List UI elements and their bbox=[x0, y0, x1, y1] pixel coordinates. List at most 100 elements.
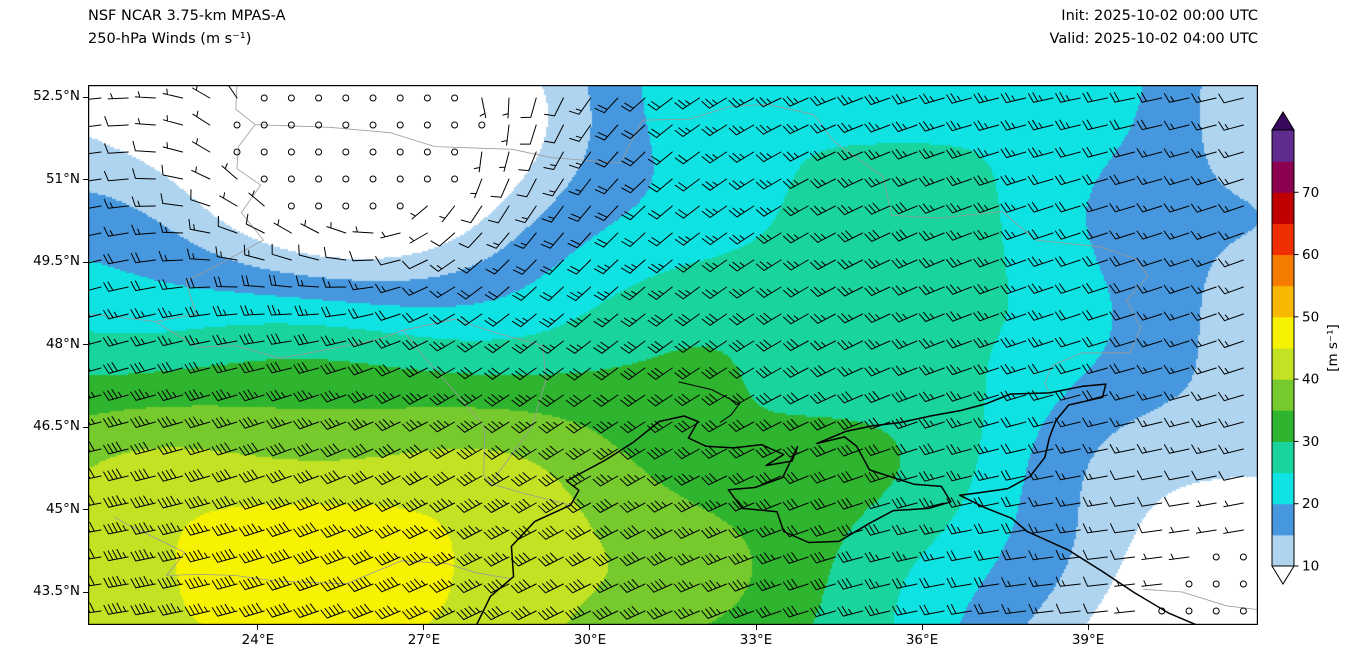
calm-wind-circle bbox=[369, 94, 377, 102]
calm-wind-circle bbox=[396, 202, 404, 210]
calm-wind-circle bbox=[1158, 607, 1166, 615]
init-time: Init: 2025-10-02 00:00 UTC bbox=[1061, 8, 1258, 24]
calm-wind-circle bbox=[287, 94, 295, 102]
wind-barbs bbox=[88, 85, 1247, 621]
calm-wind-circle bbox=[1212, 607, 1220, 615]
calm-wind-circle bbox=[260, 121, 268, 129]
calm-wind-circle bbox=[287, 175, 295, 183]
calm-wind-circle bbox=[1239, 607, 1247, 615]
calm-wind-circle bbox=[260, 148, 268, 156]
calm-wind-circle bbox=[315, 202, 323, 210]
calm-wind-circle bbox=[342, 94, 350, 102]
calm-wind-circle bbox=[423, 121, 431, 129]
colorbar: 10 20 30 40 50 60 70 [m s⁻¹] bbox=[1271, 111, 1341, 585]
y-tick-label: 51°N bbox=[45, 170, 80, 187]
y-tick-mark bbox=[83, 179, 88, 181]
calm-wind-circle bbox=[423, 94, 431, 102]
calm-wind-circle bbox=[342, 202, 350, 210]
colorbar-tick-label: 70 bbox=[1302, 185, 1319, 201]
calm-wind-circle bbox=[369, 121, 377, 129]
colorbar-tick-label: 60 bbox=[1302, 247, 1319, 263]
y-tick-mark bbox=[83, 261, 88, 263]
valid-time: Valid: 2025-10-02 04:00 UTC bbox=[1049, 31, 1258, 47]
x-tick-mark bbox=[589, 625, 591, 630]
calm-wind-circle bbox=[287, 121, 295, 129]
colorbar-unit-label: [m s⁻¹] bbox=[1325, 324, 1341, 372]
calm-wind-circle bbox=[233, 121, 241, 129]
calm-wind-circle bbox=[396, 175, 404, 183]
calm-wind-circle bbox=[1185, 580, 1193, 588]
colorbar-outline bbox=[1271, 129, 1295, 567]
y-tick-label: 45°N bbox=[45, 500, 80, 517]
colorbar-gradient bbox=[1272, 130, 1294, 567]
colorbar-under-arrow bbox=[1271, 565, 1295, 585]
x-tick-label: 33°E bbox=[739, 632, 773, 648]
calm-wind-circle bbox=[1212, 553, 1220, 561]
coastline bbox=[475, 381, 1199, 625]
calm-wind-circle bbox=[342, 121, 350, 129]
calm-wind-circle bbox=[342, 148, 350, 156]
calm-wind-circle bbox=[315, 148, 323, 156]
x-tick-mark bbox=[257, 625, 259, 630]
calm-wind-circle bbox=[287, 148, 295, 156]
country-borders bbox=[88, 85, 1258, 610]
calm-wind-circle bbox=[423, 148, 431, 156]
y-tick-label: 52.5°N bbox=[33, 88, 80, 105]
calm-wind-circle bbox=[233, 148, 241, 156]
calm-wind-circle bbox=[342, 175, 350, 183]
calm-wind-circle bbox=[478, 121, 486, 129]
calm-wind-circle bbox=[287, 202, 295, 210]
calm-wind-circle bbox=[369, 175, 377, 183]
map-frame bbox=[88, 85, 1258, 625]
x-tick-label: 24°E bbox=[241, 632, 275, 648]
y-tick-label: 43.5°N bbox=[33, 583, 80, 599]
wind-speed-field bbox=[88, 85, 1258, 625]
calm-wind-circle bbox=[451, 148, 459, 156]
plot-title: NSF NCAR 3.75-km MPAS-A bbox=[88, 8, 286, 24]
calm-wind-circle bbox=[396, 121, 404, 129]
colorbar-tick-label: 20 bbox=[1302, 496, 1319, 512]
colorbar-tick-label: 10 bbox=[1302, 559, 1319, 575]
calm-wind-circle bbox=[1212, 580, 1220, 588]
calm-wind-circle bbox=[260, 94, 268, 102]
colorbar-tick-label: 40 bbox=[1302, 372, 1319, 388]
x-tick-label: 36°E bbox=[905, 632, 939, 648]
calm-wind-circle bbox=[315, 94, 323, 102]
calm-wind-circle bbox=[451, 94, 459, 102]
plot-subtitle: 250-hPa Winds (m s⁻¹) bbox=[88, 31, 252, 47]
calm-wind-circle bbox=[315, 121, 323, 129]
y-tick-label: 48°N bbox=[45, 335, 80, 352]
y-tick-label: 46.5°N bbox=[33, 418, 80, 435]
y-tick-mark bbox=[83, 426, 88, 428]
calm-wind-circle bbox=[396, 94, 404, 102]
x-tick-mark bbox=[755, 625, 757, 630]
x-tick-label: 27°E bbox=[407, 632, 441, 648]
calm-wind-circle bbox=[1239, 580, 1247, 588]
colorbar-over-arrow bbox=[1271, 111, 1295, 131]
x-tick-label: 39°E bbox=[1071, 632, 1105, 648]
y-tick-mark bbox=[83, 96, 88, 98]
y-tick-mark bbox=[83, 344, 88, 346]
x-tick-label: 30°E bbox=[573, 632, 607, 648]
y-tick-mark bbox=[83, 509, 88, 511]
title-block: NSF NCAR 3.75-km MPAS-A 250-hPa Winds (m… bbox=[88, 5, 286, 51]
y-tick-label: 49.5°N bbox=[33, 253, 80, 270]
calm-wind-circle bbox=[1239, 553, 1247, 561]
calm-wind-circle bbox=[423, 175, 431, 183]
calm-wind-circle bbox=[451, 121, 459, 129]
time-block: Init: 2025-10-02 00:00 UTC Valid: 2025-1… bbox=[1050, 5, 1258, 51]
calm-wind-circle bbox=[260, 175, 268, 183]
calm-wind-circle bbox=[315, 175, 323, 183]
calm-wind-circle bbox=[369, 202, 377, 210]
colorbar-tick-label: 30 bbox=[1302, 434, 1319, 450]
x-tick-mark bbox=[423, 625, 425, 630]
calm-wind-circle bbox=[451, 175, 459, 183]
calm-wind-circle bbox=[1185, 607, 1193, 615]
x-tick-mark bbox=[1087, 625, 1089, 630]
colorbar-tick-label: 50 bbox=[1302, 309, 1319, 325]
x-tick-mark bbox=[921, 625, 923, 630]
y-tick-mark bbox=[83, 591, 88, 593]
map-overlay bbox=[88, 85, 1258, 625]
calm-wind-circle bbox=[369, 148, 377, 156]
